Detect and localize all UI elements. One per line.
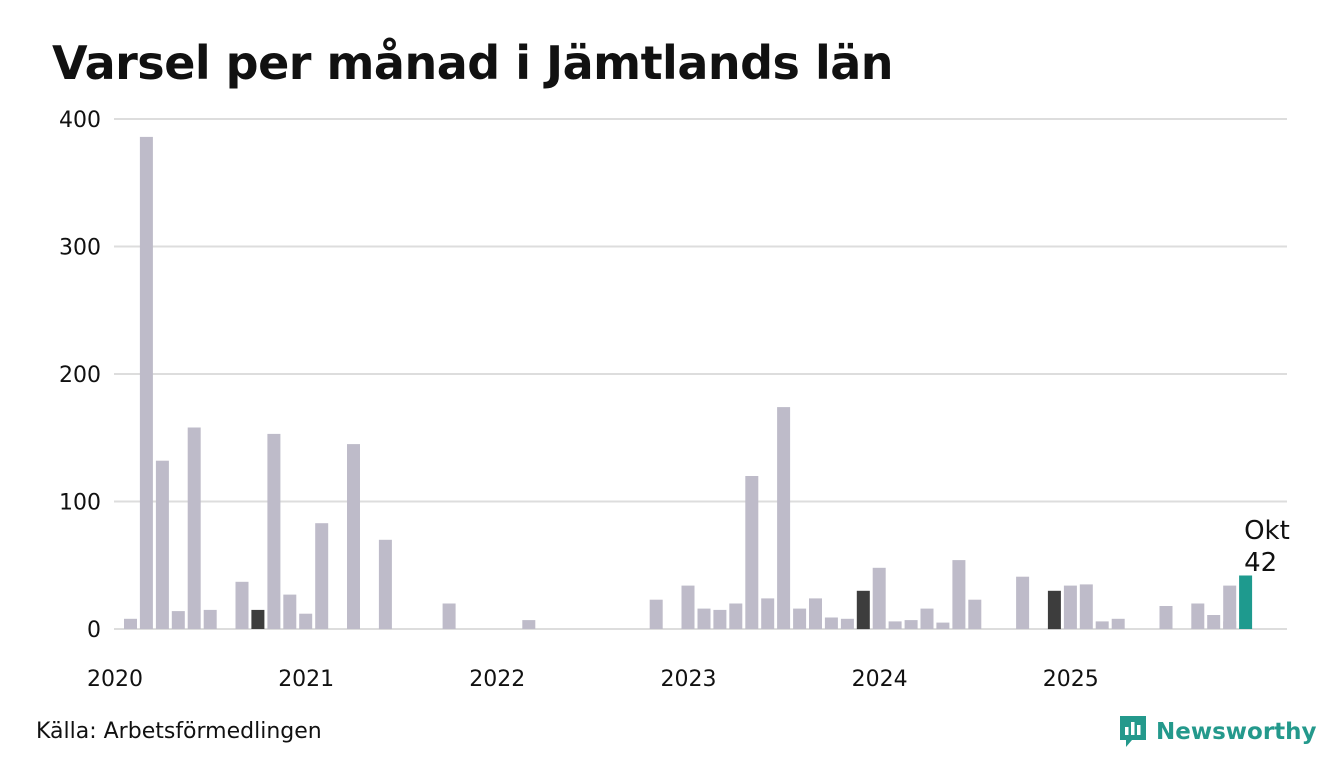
bar — [729, 603, 743, 629]
bar — [1159, 606, 1173, 629]
bar — [522, 620, 536, 629]
bar — [235, 581, 249, 629]
bar — [1191, 603, 1205, 629]
bar — [824, 617, 838, 629]
bar — [649, 599, 663, 629]
y-tick-label: 100 — [59, 491, 101, 516]
axis-labels: 0 100 200 300 400 2020 2021 2022 2023 2024 2025 Okt… — [59, 108, 1290, 692]
bar — [840, 618, 854, 629]
bar — [745, 476, 759, 629]
bar — [809, 598, 822, 629]
bar — [347, 444, 360, 629]
bar — [1095, 621, 1109, 629]
bar — [936, 622, 950, 629]
brand-name: Newsworthy — [1156, 719, 1317, 745]
bar — [697, 608, 711, 629]
bar — [1223, 585, 1237, 629]
bar — [1239, 575, 1253, 629]
bar — [793, 608, 807, 629]
x-tick-label: 2022 — [469, 667, 525, 692]
bar — [378, 539, 392, 630]
y-tick-label: 200 — [59, 363, 101, 388]
bar — [139, 136, 153, 629]
bar — [124, 618, 137, 629]
bar — [187, 427, 201, 629]
x-tick-label: 2024 — [852, 667, 908, 692]
source-note: Källa: Arbetsförmedlingen — [36, 719, 322, 744]
y-tick-label: 400 — [59, 108, 101, 133]
annotation-value: 42 — [1244, 548, 1277, 578]
bar — [283, 594, 297, 629]
bar — [315, 523, 329, 629]
chart-title: Varsel per månad i Jämtlands län — [52, 36, 894, 90]
bar — [904, 620, 918, 629]
bar — [1016, 576, 1030, 629]
bar — [713, 609, 727, 629]
bar — [761, 598, 775, 629]
x-tick-label: 2025 — [1043, 667, 1099, 692]
bars — [124, 136, 1253, 630]
grid-lines — [114, 118, 1287, 630]
x-tick-label: 2020 — [87, 667, 143, 692]
bar — [299, 613, 313, 629]
bar — [856, 590, 870, 630]
bar — [1207, 615, 1221, 629]
y-tick-label: 300 — [59, 236, 101, 261]
bar — [872, 567, 886, 629]
bar — [952, 560, 966, 629]
brand-logo: Newsworthy — [1118, 714, 1317, 750]
bar — [1079, 584, 1093, 629]
bar — [155, 460, 169, 629]
bar — [171, 611, 185, 629]
bar — [267, 433, 281, 629]
bar — [442, 603, 456, 629]
bar — [681, 585, 695, 629]
bar — [1063, 585, 1077, 629]
bar — [1047, 590, 1061, 630]
annotation-month: Okt — [1244, 516, 1290, 546]
newsworthy-logo-icon — [1120, 716, 1146, 747]
bar — [1111, 618, 1125, 629]
bar-chart: 0 100 200 300 400 2020 2021 2022 2023 2024 2025 Okt… — [59, 108, 1290, 692]
x-tick-label: 2021 — [278, 667, 334, 692]
bar — [251, 609, 265, 629]
x-tick-label: 2023 — [661, 667, 717, 692]
bar — [777, 407, 791, 629]
bar — [203, 609, 217, 629]
bar — [968, 599, 982, 629]
bar — [888, 621, 902, 629]
bar — [920, 608, 934, 629]
y-tick-label: 0 — [87, 618, 101, 643]
